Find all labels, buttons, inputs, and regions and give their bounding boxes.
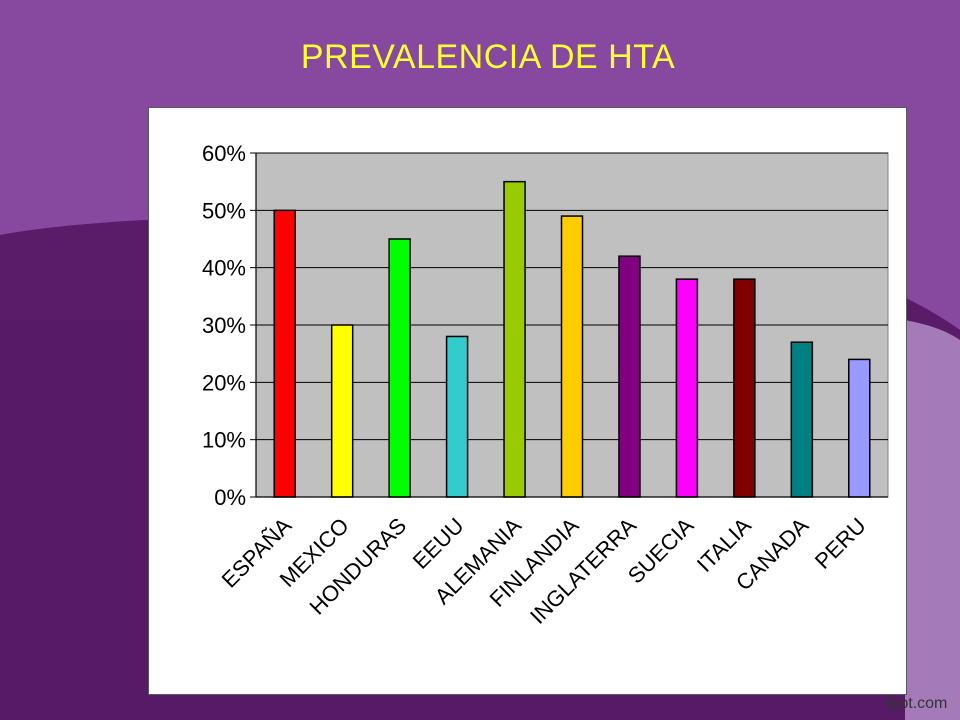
slide-title: PREVALENCIA DE HTA [300,38,676,76]
bar-españa [273,209,296,498]
y-tick-label: 10% [202,428,246,453]
bar-mexico [330,324,354,498]
x-tick-label: PERU [810,513,871,574]
y-tick-label: 20% [202,370,246,395]
bar-finlandia [560,215,584,498]
y-tick-label: 0% [214,485,246,510]
bar-italia [733,278,756,498]
bar-chart: 0% 10% 20% 30% 40% 50% 60% ESPAÑAMEXICOHONDURA… [202,141,889,629]
y-tick-label: 50% [202,198,246,223]
bars [273,180,871,498]
y-tick-label: 30% [202,313,246,338]
bar-suecia [675,278,699,498]
bar-eeuu [445,335,469,498]
bar-inglaterra [618,255,641,498]
y-tick-labels: 0% 10% 20% 30% 40% 50% 60% [202,141,246,510]
y-tick-label: 60% [202,141,246,166]
bar-canada [790,341,814,498]
axes [255,153,888,498]
bar-honduras [388,238,411,498]
y-tick-label: 40% [202,256,246,281]
x-tick-labels: ESPAÑAMEXICOHONDURASEEUUALEMANIAFINLANDI… [217,513,871,629]
bar-peru [848,358,871,498]
chart-container: 0% 10% 20% 30% 40% 50% 60% ESPAÑA MEXICO HONDURA… [148,107,907,695]
bar-alemania [503,180,526,498]
watermark-text: fppt.com [886,695,948,712]
